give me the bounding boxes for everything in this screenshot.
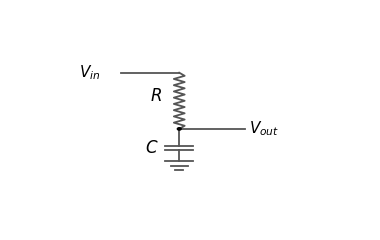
Text: $R$: $R$ [150, 88, 162, 105]
Text: $V_{in}$: $V_{in}$ [79, 63, 100, 82]
Text: $C$: $C$ [145, 140, 158, 157]
Circle shape [177, 128, 181, 130]
Text: $V_{out}$: $V_{out}$ [249, 120, 279, 138]
